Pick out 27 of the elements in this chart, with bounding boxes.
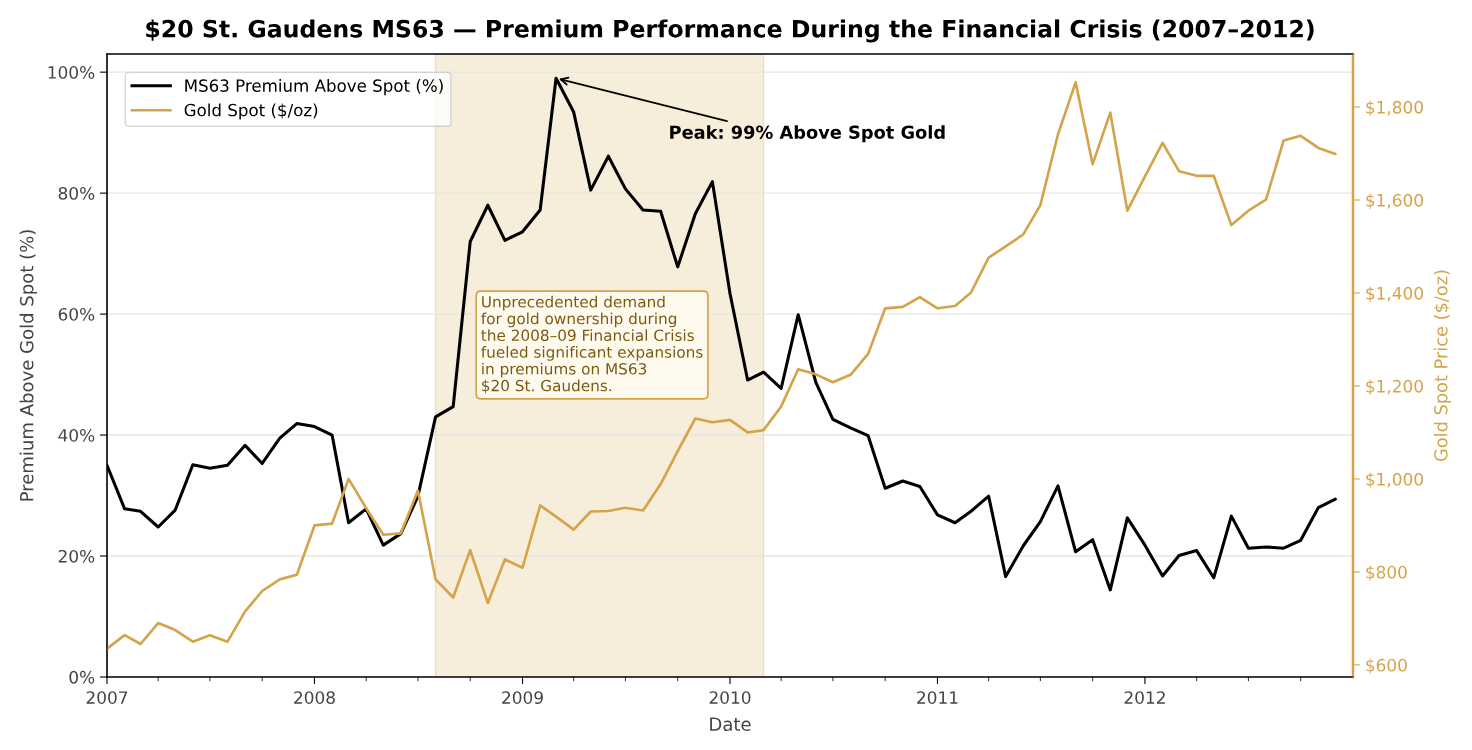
y-tick-label: 20% bbox=[58, 549, 95, 563]
x-tick-label: 2010 bbox=[709, 691, 751, 704]
x-tick-label: 2007 bbox=[86, 691, 128, 704]
y2-tick-label: $1,600 bbox=[1366, 193, 1423, 209]
y2-tick-label: $800 bbox=[1366, 565, 1407, 581]
y2-tick-label: $600 bbox=[1366, 658, 1407, 674]
y2-tick-label: $1,800 bbox=[1366, 100, 1423, 116]
y-tick-label: 0% bbox=[69, 670, 95, 684]
legend-label: Gold Spot ($/oz) bbox=[184, 103, 318, 120]
x-tick-label: 2009 bbox=[502, 691, 543, 704]
y2-tick-label: $1,400 bbox=[1366, 286, 1423, 302]
y2-tick-label: $1,000 bbox=[1366, 472, 1423, 488]
x-tick-label: 2012 bbox=[1124, 691, 1165, 704]
y2-tick-label: $1,200 bbox=[1366, 379, 1423, 395]
annotation: Unprecedented demand for gold ownership during the 2008–09 Financial Crisis fueled significant expansions in premiums on MS63 $20 St. Gaudens. bbox=[481, 295, 703, 394]
y-tick-label: 80% bbox=[58, 186, 95, 200]
x-axis-title: Date bbox=[710, 717, 751, 731]
x-tick-label: 2008 bbox=[294, 691, 335, 704]
y-tick-label: 60% bbox=[58, 307, 95, 321]
annotation: Peak: 99% Above Spot Gold bbox=[670, 125, 945, 143]
x-tick-label: 2011 bbox=[917, 691, 958, 704]
y-tick-label: 100% bbox=[48, 66, 95, 79]
y-tick-label: 40% bbox=[58, 428, 95, 442]
chart-title: $20 St. Gaudens MS63 — Premium Performance During the Financial Crisis (2007–2012) bbox=[146, 19, 1314, 43]
y-axis-title: Premium Above Gold Spot (%) bbox=[19, 230, 38, 501]
y2-axis-title: Gold Spot Price ($/oz) bbox=[1433, 270, 1452, 461]
legend-label: MS63 Premium Above Spot (%) bbox=[185, 79, 443, 96]
